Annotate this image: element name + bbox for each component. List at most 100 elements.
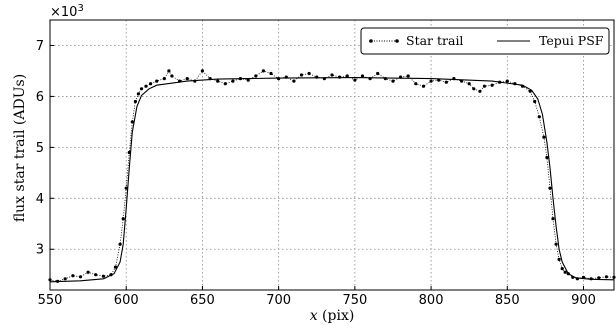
star-trail-point	[360, 74, 365, 78]
star-trail-point	[162, 77, 166, 81]
star-trail-point	[299, 73, 304, 77]
star-trail-point	[178, 79, 182, 83]
star-trail-point	[254, 74, 258, 78]
grid-lines	[49, 20, 614, 290]
star-trail-point	[149, 82, 153, 86]
star-trail-point	[604, 275, 609, 279]
star-trail-point	[597, 276, 601, 280]
legend-star-trail-label: Star trail	[406, 33, 463, 48]
star-trail-point	[513, 82, 517, 86]
plot-frame	[49, 19, 615, 291]
star-trail-point	[478, 89, 482, 93]
x-tick-label-550: 550	[38, 293, 63, 308]
series-line-tepui-psf	[49, 77, 615, 283]
x-tick-label-900: 900	[571, 293, 596, 308]
star-trail-point	[467, 82, 471, 86]
star-trail-point	[136, 92, 140, 96]
star-trail-point	[101, 274, 105, 278]
star-trail-point	[533, 99, 537, 104]
star-trail-point	[571, 275, 575, 279]
star-trail-point	[231, 79, 235, 83]
x-tick-label-700: 700	[266, 293, 291, 308]
star-trail-point	[563, 270, 567, 274]
series-layer	[48, 69, 616, 283]
x-axis-ticks: 550 600 650 700 750 800 850 900	[38, 286, 596, 308]
star-trail-point	[94, 273, 98, 277]
star-trail-point	[330, 73, 334, 77]
star-trail-point	[575, 277, 580, 281]
star-trail-point	[498, 80, 502, 84]
star-trail-point	[167, 69, 171, 73]
star-trail-point	[545, 155, 549, 160]
star-trail-point	[437, 78, 441, 82]
x-axis-label: x (pix)	[310, 308, 355, 324]
star-trail-point	[155, 79, 159, 83]
y-axis-multiplier: ×103	[50, 3, 84, 20]
star-trail-point	[71, 274, 75, 278]
star-trail-point	[554, 242, 558, 246]
star-trail-point	[261, 69, 265, 73]
star-trail-point	[246, 78, 250, 82]
x-tick-label-650: 650	[190, 293, 215, 308]
star-trail-point	[376, 71, 380, 76]
star-trail-point	[444, 80, 448, 84]
star-trail-point	[144, 84, 148, 88]
star-trail-point	[589, 277, 593, 281]
star-trail-point	[551, 217, 555, 221]
star-trail-point	[118, 242, 122, 246]
star-trail-point	[383, 77, 387, 81]
star-trail-point	[460, 79, 464, 83]
star-trail-point	[560, 267, 564, 271]
star-trail-point	[338, 75, 342, 79]
legend-item-star-trail: Star trail	[369, 33, 463, 48]
star-trail-point	[216, 79, 220, 83]
y-axis-label: flux star trail (ADUs)	[12, 74, 28, 222]
star-trail-point	[277, 77, 281, 81]
star-trail-point	[399, 75, 403, 79]
star-trail-point	[557, 257, 561, 261]
star-trail-point	[421, 84, 426, 88]
star-trail-point	[548, 186, 552, 190]
star-trail-point	[56, 279, 60, 283]
star-trail-point	[368, 77, 372, 81]
star-trail-point	[307, 71, 311, 76]
star-trail-point	[322, 77, 326, 81]
star-trail-point	[490, 83, 494, 87]
star-trail-point	[353, 78, 357, 82]
x-tick-label-850: 850	[495, 293, 520, 308]
star-trail-point	[238, 77, 243, 81]
legend-item-tepui-psf: Tepui PSF	[497, 33, 604, 48]
legend-star-trail-marker-left	[369, 39, 373, 43]
star-trail-point	[78, 275, 83, 279]
star-trail-point	[139, 87, 144, 91]
star-trail-point	[292, 79, 296, 83]
star-trail-point	[121, 217, 125, 221]
star-trail-point	[414, 82, 418, 86]
star-trail-point	[482, 84, 486, 88]
series-line-star-trail	[49, 70, 615, 282]
y-tick-label-7: 7	[36, 39, 44, 54]
star-trail-point	[185, 77, 189, 81]
star-trail-point	[528, 89, 532, 93]
star-trail-point	[542, 135, 546, 139]
x-tick-label-600: 600	[114, 293, 139, 308]
star-trail-point	[127, 150, 131, 155]
y-tick-label-4: 4	[36, 192, 44, 207]
star-trail-point	[472, 87, 476, 91]
star-trail-point	[391, 79, 395, 83]
star-trail-point	[315, 75, 319, 79]
x-tick-label-800: 800	[419, 293, 444, 308]
star-trail-point	[109, 273, 113, 277]
y-tick-label-6: 6	[36, 90, 44, 105]
legend-box	[360, 27, 610, 55]
star-trail-point	[208, 77, 212, 81]
star-trail-point	[284, 75, 288, 79]
legend-tepui-psf-label: Tepui PSF	[539, 33, 604, 48]
star-trail-point	[124, 186, 128, 190]
star-trail-point	[520, 84, 525, 88]
star-trail-point	[170, 74, 174, 78]
star-trail-point	[406, 74, 410, 78]
star-trail-point	[581, 275, 586, 279]
star-trail-point	[193, 79, 197, 83]
star-trail-point	[505, 79, 509, 83]
